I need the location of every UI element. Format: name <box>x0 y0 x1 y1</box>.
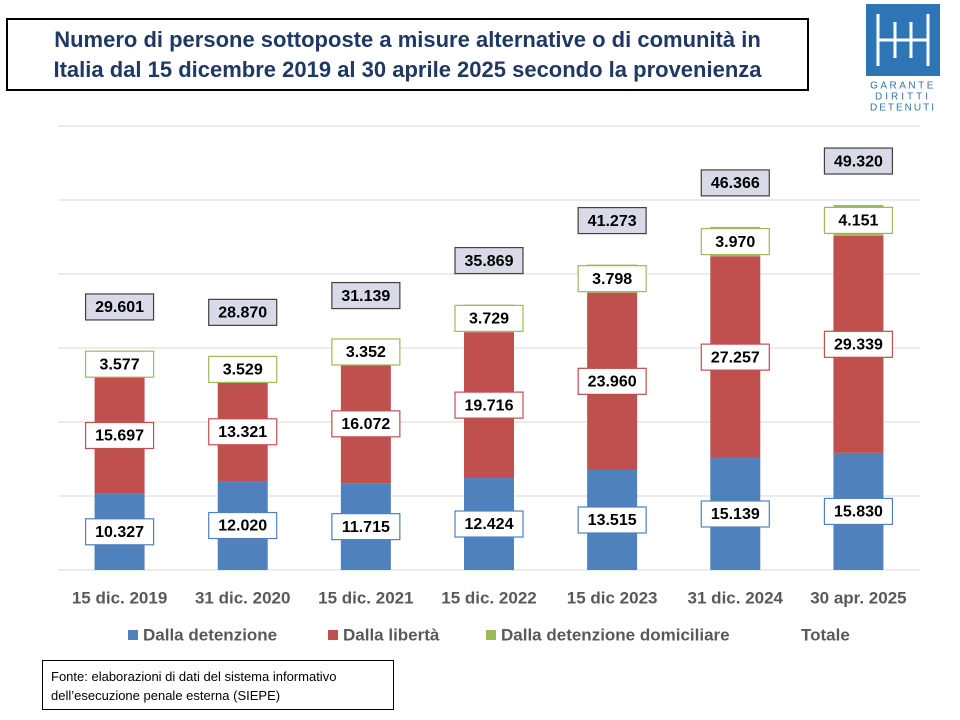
data-label: 11.715 <box>342 519 390 536</box>
data-label-box <box>823 206 894 234</box>
data-label-box <box>700 227 770 256</box>
data-label: 15.830 <box>834 504 883 521</box>
x-tick-label: 15 dic. 2022 <box>441 588 536 607</box>
data-label-box <box>208 355 278 384</box>
data-label-box <box>331 410 401 438</box>
data-label-box <box>454 304 524 332</box>
data-label-box <box>454 391 524 419</box>
data-label: 13.321 <box>218 424 267 441</box>
data-label: 49.320 <box>834 153 883 170</box>
legend-label: Dalla detenzione <box>143 625 277 644</box>
data-label: 35.869 <box>465 253 514 270</box>
data-label-box <box>577 506 647 534</box>
logo-symbol <box>876 14 930 66</box>
chart-title: Numero di persone sottoposte a misure al… <box>6 18 809 91</box>
data-label: 4.151 <box>838 213 878 230</box>
data-label: 27.257 <box>711 349 760 366</box>
data-label-box <box>84 350 155 378</box>
data-label: 23.960 <box>588 374 637 391</box>
data-label-box <box>577 367 647 395</box>
data-label-box <box>331 513 401 541</box>
logo-text: GARANTE <box>870 81 936 92</box>
data-label-box <box>208 511 278 540</box>
data-label-box <box>700 169 770 197</box>
data-label: 29.601 <box>95 299 144 316</box>
legend-swatch <box>486 630 496 640</box>
data-label: 3.798 <box>592 271 632 288</box>
data-label-box <box>577 265 647 293</box>
data-label-box <box>823 497 894 526</box>
legend-label: Dalla libertà <box>343 625 440 644</box>
data-label: 3.729 <box>469 311 509 328</box>
x-tick-label: 15 dic. 2019 <box>72 588 167 607</box>
data-label-box <box>331 338 401 366</box>
data-label-box <box>700 500 770 528</box>
data-label-box <box>823 147 894 175</box>
x-tick-label: 30 apr. 2025 <box>810 588 906 607</box>
data-label: 3.529 <box>223 362 263 379</box>
data-label-box <box>700 343 770 371</box>
data-label: 10.327 <box>95 524 144 541</box>
x-tick-label: 15 dic 2023 <box>567 588 658 607</box>
data-label: 19.716 <box>465 397 514 414</box>
data-label: 12.424 <box>465 516 514 533</box>
legend-label: Dalla detenzione domiciliare <box>501 625 730 644</box>
data-label: 3.352 <box>346 344 386 361</box>
legend-swatch <box>128 630 138 640</box>
data-label-box <box>208 418 278 446</box>
data-label: 12.020 <box>218 518 267 535</box>
data-label: 28.870 <box>218 305 267 322</box>
data-label: 29.339 <box>834 337 883 354</box>
legend-swatch <box>328 630 338 640</box>
data-label: 15.697 <box>95 428 144 445</box>
logo-text: DIRITTI <box>875 92 931 103</box>
data-label: 3.970 <box>715 234 755 251</box>
data-label: 15.139 <box>711 506 760 523</box>
source-note: Fonte: elaborazioni di dati del sistema … <box>42 660 394 710</box>
data-label-box <box>84 293 155 321</box>
data-label-box <box>208 298 278 326</box>
x-tick-label: 31 dic. 2024 <box>688 588 784 607</box>
data-label-box <box>84 421 155 450</box>
data-label-box <box>331 281 401 310</box>
data-label-box <box>577 206 647 235</box>
data-label-box <box>84 518 155 546</box>
x-tick-label: 31 dic. 2020 <box>195 588 290 607</box>
data-label: 13.515 <box>588 512 637 529</box>
data-label: 3.577 <box>100 356 140 373</box>
data-label: 41.273 <box>588 213 637 230</box>
data-label: 31.139 <box>341 288 390 305</box>
legend-label: Totale <box>801 625 850 644</box>
data-label-box <box>823 330 894 358</box>
data-label: 16.072 <box>341 416 390 433</box>
logo-text: DETENUTI <box>870 103 936 114</box>
x-tick-label: 15 dic. 2021 <box>318 588 413 607</box>
data-label: 46.366 <box>711 175 760 192</box>
data-label-box <box>454 510 524 538</box>
data-label-box <box>454 246 524 275</box>
